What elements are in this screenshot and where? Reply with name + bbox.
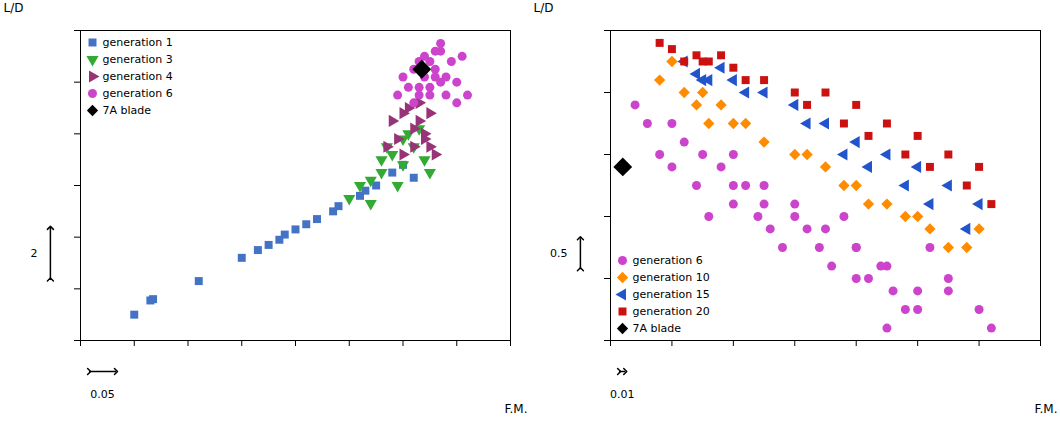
svg-text:generation 15: generation 15 xyxy=(633,288,710,301)
svg-text:generation 6: generation 6 xyxy=(633,254,703,267)
svg-text:0.05: 0.05 xyxy=(90,388,115,401)
svg-text:L/D: L/D xyxy=(4,1,24,15)
svg-text:7A blade: 7A blade xyxy=(103,104,152,117)
svg-text:F.M.: F.M. xyxy=(1035,402,1058,416)
svg-text:generation 3: generation 3 xyxy=(103,53,173,66)
svg-text:F.M.: F.M. xyxy=(505,402,528,416)
svg-text:generation 20: generation 20 xyxy=(633,305,710,318)
svg-text:generation 1: generation 1 xyxy=(103,36,173,49)
svg-text:generation 4: generation 4 xyxy=(103,70,173,83)
svg-text:generation 10: generation 10 xyxy=(633,271,710,284)
svg-text:2: 2 xyxy=(31,247,38,260)
svg-text:generation 6: generation 6 xyxy=(103,87,173,100)
svg-text:0.5: 0.5 xyxy=(550,247,568,260)
svg-text:7A blade: 7A blade xyxy=(633,322,682,335)
svg-text:0.01: 0.01 xyxy=(610,388,635,401)
svg-text:L/D: L/D xyxy=(534,1,554,15)
